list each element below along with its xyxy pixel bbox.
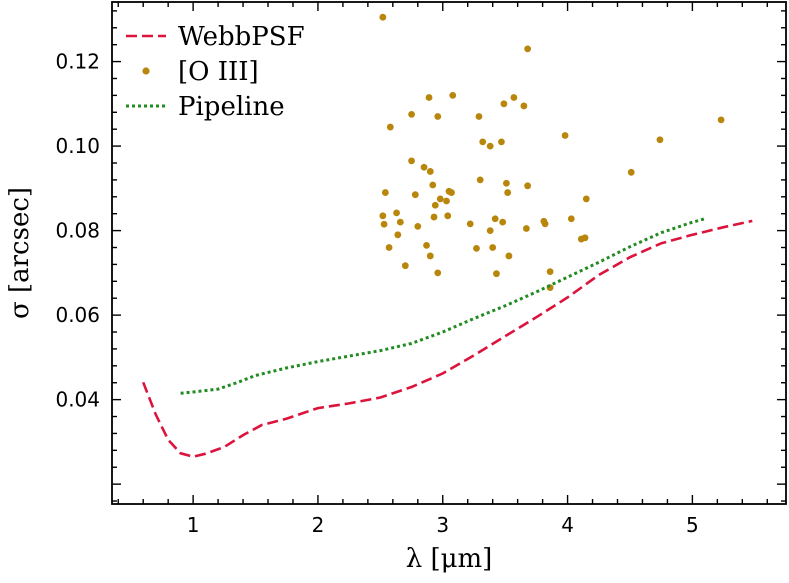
data-point-o-iii [414,222,422,230]
data-point-o-iii [491,215,499,223]
data-point-o-iii [396,218,404,226]
data-point-o-iii [473,244,480,252]
data-point-o-iii [401,262,409,270]
data-point-o-iii [524,45,532,53]
data-point-o-iii [520,102,528,110]
x-tick-label: 4 [561,513,574,537]
data-point-o-iii [448,189,455,196]
data-point-o-iii [656,136,664,144]
data-point-o-iii [489,244,497,251]
data-point-o-iii [425,94,433,101]
data-point-o-iii [434,269,442,277]
data-point-o-iii [444,212,452,220]
legend-label-oiii: [O III] [178,57,259,87]
legend: WebbPSF [O III] Pipeline [126,22,305,122]
series-line-webbpsf [141,219,753,459]
data-point-o-iii [476,176,484,184]
data-point-o-iii [503,179,510,187]
data-point-o-iii [449,91,457,99]
data-point-o-iii [479,138,487,146]
data-point-o-iii [430,213,438,221]
data-point-o-iii [436,195,444,203]
legend-label-pipeline: Pipeline [178,92,285,122]
data-point-o-iii [546,268,554,275]
data-point-o-iii [582,195,590,203]
x-axis-ticks: 1 2 3 4 5 [117,2,768,537]
y-tick-label: 0.04 [55,388,100,412]
data-point-o-iii [567,215,575,223]
x-tick-label: 2 [312,513,325,537]
data-point-o-iii [379,13,387,21]
data-point-o-iii [505,252,513,260]
data-point-o-iii [434,113,442,120]
y-tick-label: 0.06 [55,303,100,327]
data-point-o-iii [408,157,415,165]
data-point-o-iii [408,111,415,118]
data-point-o-iii [522,225,530,232]
data-point-o-iii [581,234,589,242]
data-point-o-iii [541,220,549,228]
x-tick-label: 3 [436,513,449,537]
y-axis-ticks: 0.04 0.06 0.08 0.10 0.12 [55,10,786,502]
data-point-o-iii [423,241,430,249]
data-point-o-iii [380,220,388,228]
plot-area-frame [111,1,787,505]
data-point-o-iii [500,100,508,108]
data-point-o-iii [627,168,635,176]
data-point-o-iii [420,163,428,171]
x-tick-label: 5 [686,513,699,537]
legend-label-webbpsf: WebbPSF [178,22,305,52]
data-point-o-iii [385,244,393,251]
y-tick-label: 0.12 [55,50,100,74]
x-axis-label: λ [μm] [406,544,493,574]
y-axis-label: σ [arcsec] [5,187,35,319]
data-point-o-iii [426,252,434,260]
legend-marker-oiii [142,67,150,75]
data-point-o-iii [381,189,389,196]
series-line-pipeline [180,217,706,395]
data-point-o-iii [443,197,450,205]
data-point-o-iii [475,113,483,120]
data-point-o-iii [504,189,512,196]
data-point-o-iii [524,182,532,190]
data-point-o-iii [394,231,402,239]
data-point-o-iii [379,212,387,220]
data-point-o-iii [499,218,507,226]
data-point-o-iii [510,94,518,101]
y-tick-label: 0.10 [55,134,100,158]
data-point-o-iii [411,191,419,199]
x-tick-label: 1 [187,513,200,537]
data-point-o-iii [429,181,437,189]
data-point-o-iii [431,201,439,209]
data-point-o-iii [561,132,569,139]
data-point-o-iii [426,168,434,175]
data-point-o-iii [393,209,400,217]
data-point-o-iii [486,227,494,235]
data-point-o-iii [717,116,725,124]
data-point-o-iii [466,220,474,228]
data-series [141,13,753,459]
data-point-o-iii [386,123,394,131]
data-point-o-iii [498,138,505,146]
data-point-o-iii [493,270,500,278]
y-tick-label: 0.08 [55,219,100,243]
data-point-o-iii [486,142,494,150]
